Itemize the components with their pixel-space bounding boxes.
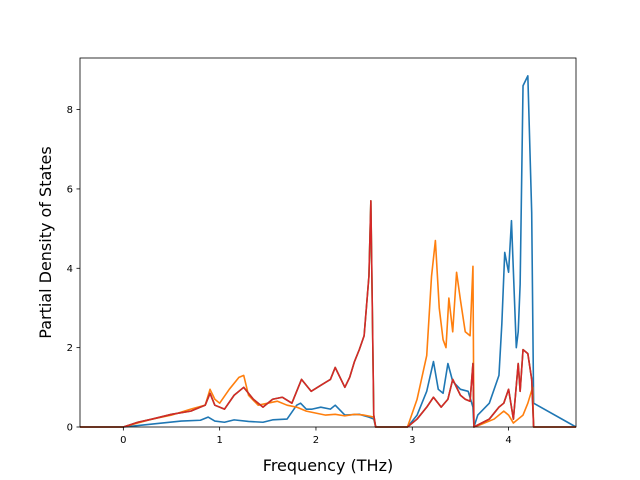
x-tick-label: 3 (409, 435, 415, 446)
axes-frame (79, 57, 577, 428)
y-tick-label: 0 (67, 423, 73, 434)
x-tick-label: 1 (216, 435, 222, 446)
y-tick-label: 6 (67, 184, 73, 195)
plot-area (80, 58, 576, 427)
y-tick-label: 4 (67, 264, 73, 275)
y-axis-label: Partial Density of States (36, 146, 55, 338)
x-tick-label: 4 (505, 435, 511, 446)
x-tick-label: 2 (313, 435, 319, 446)
series-line-4 (80, 200, 576, 428)
x-axis-label: Frequency (THz) (263, 456, 393, 475)
x-tick-label: 0 (120, 435, 126, 446)
x-axis-ticks: 0 1 2 3 4 (120, 427, 512, 446)
y-axis-ticks: 0 2 4 6 8 (67, 105, 80, 434)
y-tick-label: 2 (67, 343, 73, 354)
y-tick-label: 8 (67, 105, 73, 116)
